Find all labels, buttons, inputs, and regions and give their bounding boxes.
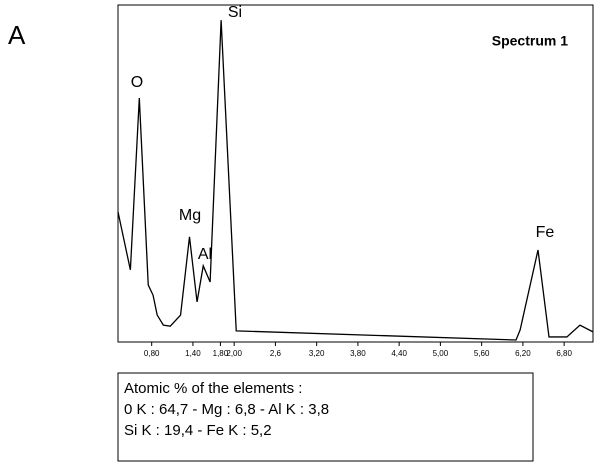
info-lines: Atomic % of the elements : 0 K : 64,7 - M… — [124, 380, 329, 439]
panel-label: A — [8, 20, 26, 50]
x-tick-label: 2,6 — [270, 349, 282, 358]
x-tick-label: 2,00 — [226, 349, 242, 358]
peak-label: O — [131, 74, 143, 91]
plot-frame — [117, 4, 594, 343]
x-tick-label: 3,20 — [309, 349, 325, 358]
info-box — [117, 372, 534, 462]
x-tick-label: 1,80 — [213, 349, 229, 358]
info-line: Atomic % of the elements : — [124, 380, 302, 397]
x-tick-label: 6,80 — [556, 349, 572, 358]
peak-label: Fe — [536, 224, 555, 241]
peak-label: Mg — [179, 207, 201, 224]
x-tick-label: 6,20 — [515, 349, 531, 358]
x-tick-label: 5,60 — [474, 349, 490, 358]
x-tick-label: 1,40 — [185, 349, 201, 358]
x-tick-label: 4,40 — [391, 349, 407, 358]
info-line: 0 K : 64,7 - Mg : 6,8 - Al K : 3,8 — [124, 401, 329, 418]
info-line: Si K : 19,4 - Fe K : 5,2 — [124, 422, 272, 439]
x-tick-label: 0,80 — [144, 349, 160, 358]
peak-label: Si — [228, 4, 242, 21]
spectrum-line — [117, 20, 594, 341]
peak-label: Al — [198, 246, 212, 263]
chart-title: Spectrum 1 — [492, 33, 568, 49]
x-tick-label: 5,00 — [433, 349, 449, 358]
x-tick-label: 3,80 — [350, 349, 366, 358]
